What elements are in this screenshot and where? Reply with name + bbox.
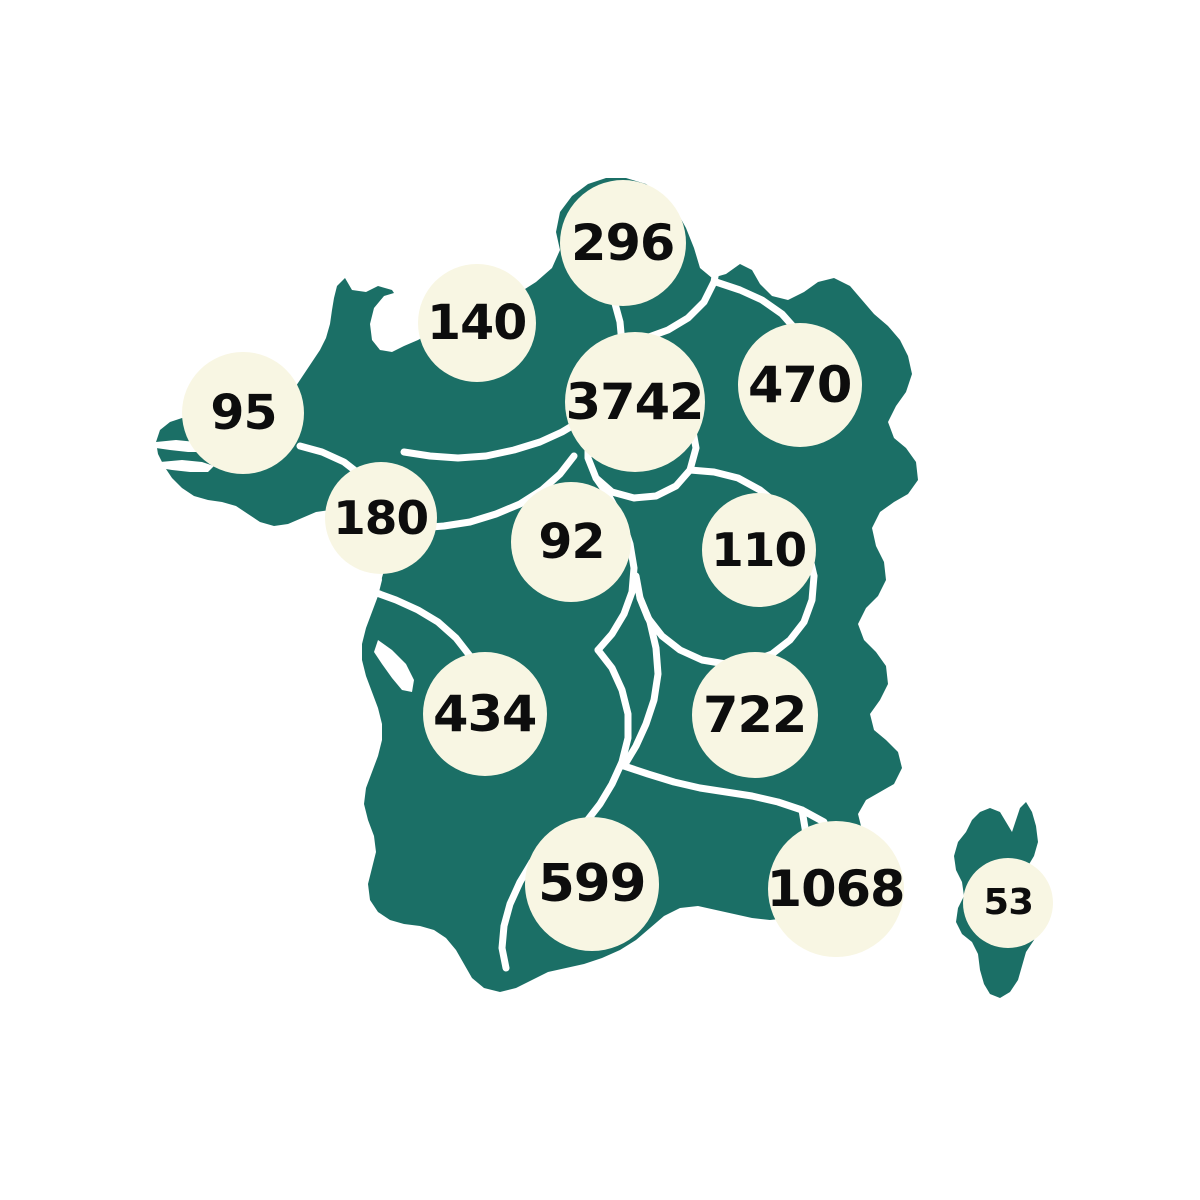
- brittany-inlet-shape-2: [160, 460, 214, 472]
- region-bubble-nouvelle-aquitaine[interactable]: 434: [423, 652, 547, 776]
- region-bubble-grand-est[interactable]: 470: [738, 323, 862, 447]
- bubble-value-provence-alpes-cote-dazur: 1068: [767, 860, 906, 918]
- border-ara-west: [620, 594, 662, 770]
- bubble-value-ile-de-france: 3742: [566, 373, 705, 431]
- border-occitanie-ara: [620, 762, 828, 826]
- bubble-value-nouvelle-aquitaine: 434: [433, 685, 537, 743]
- gironde-estuary: [374, 640, 414, 692]
- border-na-south: [498, 858, 536, 972]
- region-bubble-auvergne-rhone-alpes[interactable]: 722: [692, 652, 818, 778]
- bubble-value-grand-est: 470: [748, 356, 852, 414]
- bubble-value-pays-de-la-loire: 180: [333, 491, 429, 545]
- region-bubble-pays-de-la-loire[interactable]: 180: [325, 462, 437, 574]
- region-bubble-hauts-de-france[interactable]: 296: [560, 180, 686, 306]
- region-bubble-corse[interactable]: 53: [963, 858, 1053, 948]
- region-bubble-normandie[interactable]: 140: [418, 264, 536, 382]
- bubble-value-normandie: 140: [427, 295, 527, 351]
- region-bubble-bourgogne-franche-comte[interactable]: 110: [702, 493, 816, 607]
- region-bubble-bretagne[interactable]: 95: [182, 352, 304, 474]
- region-bubble-centre-val-de-loire[interactable]: 92: [511, 482, 631, 602]
- bubble-value-bretagne: 95: [209, 385, 277, 441]
- region-bubble-provence-alpes-cote-dazur[interactable]: 1068: [767, 821, 906, 957]
- golfe-du-lion-notch: [636, 922, 760, 960]
- region-bubble-ile-de-france[interactable]: 3742: [565, 332, 705, 472]
- region-bubble-occitanie[interactable]: 599: [525, 817, 659, 951]
- cotentin-notch: [370, 290, 404, 352]
- bubble-value-bourgogne-franche-comte: 110: [711, 523, 807, 577]
- bubble-value-corse: 53: [983, 882, 1033, 923]
- bubble-value-auvergne-rhone-alpes: 722: [703, 686, 807, 744]
- bubble-value-occitanie: 599: [538, 854, 647, 914]
- bubble-value-centre-val-de-loire: 92: [537, 514, 605, 570]
- bubble-value-hauts-de-france: 296: [571, 214, 675, 272]
